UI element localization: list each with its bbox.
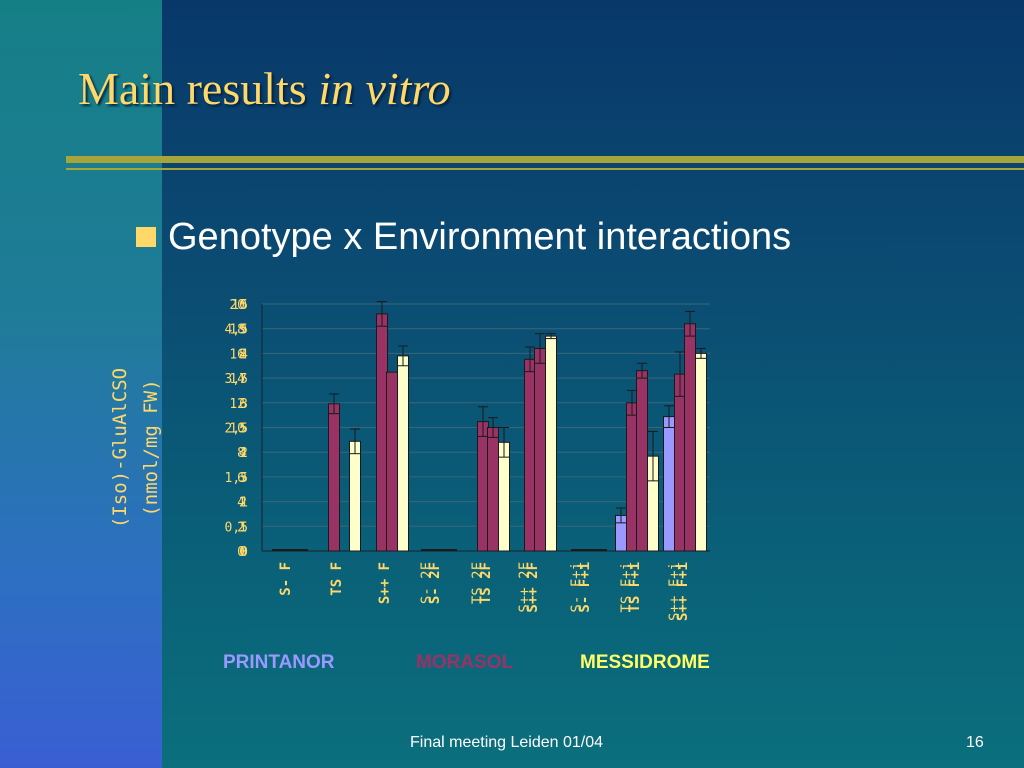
y-tick-label: 4 [239,446,247,461]
y-tick-label: 2 [237,520,245,535]
y-tick-label: 2 [240,446,248,461]
bar [636,370,648,552]
y-tick-label: 3 [240,397,248,412]
y-tick-label: 12 [229,397,245,412]
y-tick-label: 4 [240,347,248,362]
x-tick-label: S++ 2F [517,562,533,613]
bar [349,440,361,552]
y-tick-label: 2 [239,496,247,511]
y-tick-label: 3 [239,471,247,486]
y-tick-label: 9 [239,323,247,338]
x-tick-label: TS F+i [627,562,643,613]
y-tick-label: 6 [239,397,247,412]
group-label-morasol: MORASOL [416,652,514,673]
bar [397,355,409,552]
x-tick-label: TS F+i [619,562,635,613]
y-tick-label: 8 [237,446,245,461]
bar [626,402,638,552]
bar [674,373,686,552]
bar [386,371,398,552]
y-tick-label: 1 [239,520,247,535]
x-tick-label: S++ F+i [675,562,691,621]
y-tick-label: 5 [240,298,248,313]
y-tick-label: 16 [229,347,245,362]
bar [376,313,388,552]
y-tick-label: 2,5 [225,422,248,437]
group-legend: PRINTANOR MORASOL MESSIDROME [0,652,1024,682]
x-tick-label: S++ F [377,562,393,604]
y-tick-label: 6 [237,471,245,486]
bar [534,347,546,552]
title-main: Main results [78,63,319,114]
group-label-printanor: PRINTANOR [223,652,335,673]
x-tick-label: TS 2F [478,562,494,604]
x-tick-label: TS 2F [470,562,486,604]
bar [477,421,489,552]
title-rule-thin [66,168,1024,170]
y-tick-label: 20 [229,298,245,313]
y-tick-label: 4 [237,496,245,511]
y-tick-label: 10 [229,422,245,437]
y-tick-label: 14 [229,372,245,387]
x-tick-label: S- 2F [427,562,443,604]
x-tick-label: S- F [278,562,294,596]
x-tick-label: S- F+i [577,562,593,613]
y-tick-label: 0,5 [225,520,248,535]
title-italic: in vitro [318,63,451,114]
sidebar-gradient [0,0,162,768]
group-label-messidrome: MESSIDROME [580,652,710,673]
x-tick-label: S- F+i [569,562,585,613]
y-axis-title: (Iso)-GluAlCSO [109,368,131,528]
y-tick-label: 0 [237,545,245,560]
y-axis-title: (nmol/mg FW) [140,379,162,516]
y-tick-label: 1 [240,496,248,511]
y-tick-label: 5 [239,422,247,437]
y-tick-label: 4,5 [225,323,248,338]
bar [328,403,340,552]
y-tick-label: 8 [239,347,247,362]
title-rule-thick [66,156,1024,163]
bar [695,352,707,552]
y-tick-label: 18 [229,323,245,338]
bullet-square-icon [136,227,156,247]
slide-title: Main results in vitro [78,62,451,115]
bar [545,335,557,552]
x-tick-label: S++ 2F [525,562,541,613]
x-tick-label: S- 2F [419,562,435,604]
bar [663,416,675,552]
bar [684,323,696,552]
x-tick-label: TS F [329,562,345,596]
y-tick-label: 0 [239,545,247,560]
bar [524,358,536,552]
x-tick-label: S++ F+i [667,562,683,621]
bullet-item: Genotype x Environment interactions [136,212,791,262]
bar [498,441,510,552]
y-tick-label: 1,5 [225,471,248,486]
y-tick-label: 7 [239,372,247,387]
footer-text: Final meeting Leiden 01/04 [410,734,604,751]
y-tick-label: 3,5 [225,372,248,387]
bullet-text: Genotype x Environment interactions [168,215,792,258]
page-number: 16 [966,734,984,751]
bar [487,427,499,552]
y-tick-label: 10 [231,298,247,313]
y-tick-label: 0 [240,545,248,560]
